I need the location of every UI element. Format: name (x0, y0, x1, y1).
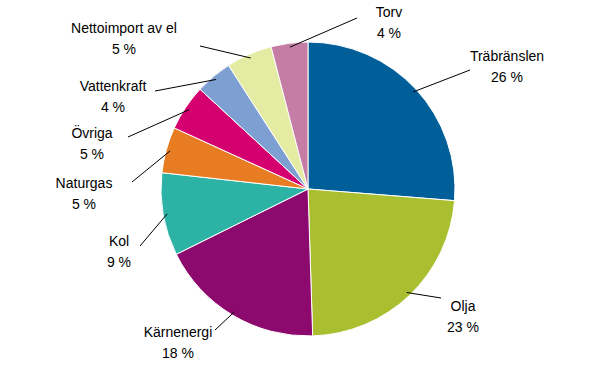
slice-label: Övriga (71, 124, 112, 141)
slice-label: Nettoimport av el (71, 20, 177, 36)
pie-slice (271, 42, 308, 189)
leader-line (132, 151, 170, 182)
data-label: 4 % (377, 25, 401, 41)
data-label: 18 % (162, 345, 194, 361)
data-label: 23 % (447, 319, 479, 335)
pie-slice (308, 189, 455, 336)
leader-line (290, 18, 357, 47)
leader-line (155, 79, 216, 91)
data-label: 26 % (491, 69, 523, 85)
data-label: 5 % (112, 41, 136, 57)
slice-label: Kärnenergi (144, 324, 213, 340)
leader-line (200, 46, 251, 58)
slice-label: Vattenkraft (80, 78, 147, 94)
data-label: 5 % (80, 146, 104, 162)
data-label: 9 % (107, 254, 131, 270)
leader-line (128, 110, 189, 137)
slice-label: Naturgas (56, 175, 113, 191)
leader-line (140, 214, 167, 246)
leader-line (413, 70, 470, 92)
slice-label: Torv (376, 4, 402, 20)
leader-line (407, 292, 441, 298)
data-label: 4 % (101, 99, 125, 115)
slices (161, 42, 455, 336)
leader-line (215, 312, 235, 330)
slice-label: Träbränslen (470, 48, 544, 64)
slice-label: Kol (109, 233, 129, 249)
slice-label: Olja (451, 298, 476, 314)
pie-chart: Träbränslen 26 % Olja 23 % Kärnenergi 18 % Kol… (0, 0, 614, 378)
data-label: 5 % (72, 196, 96, 212)
labels: Träbränslen 26 % Olja 23 % Kärnenergi 18 % Kol… (56, 4, 545, 361)
pie-slice (308, 42, 455, 201)
